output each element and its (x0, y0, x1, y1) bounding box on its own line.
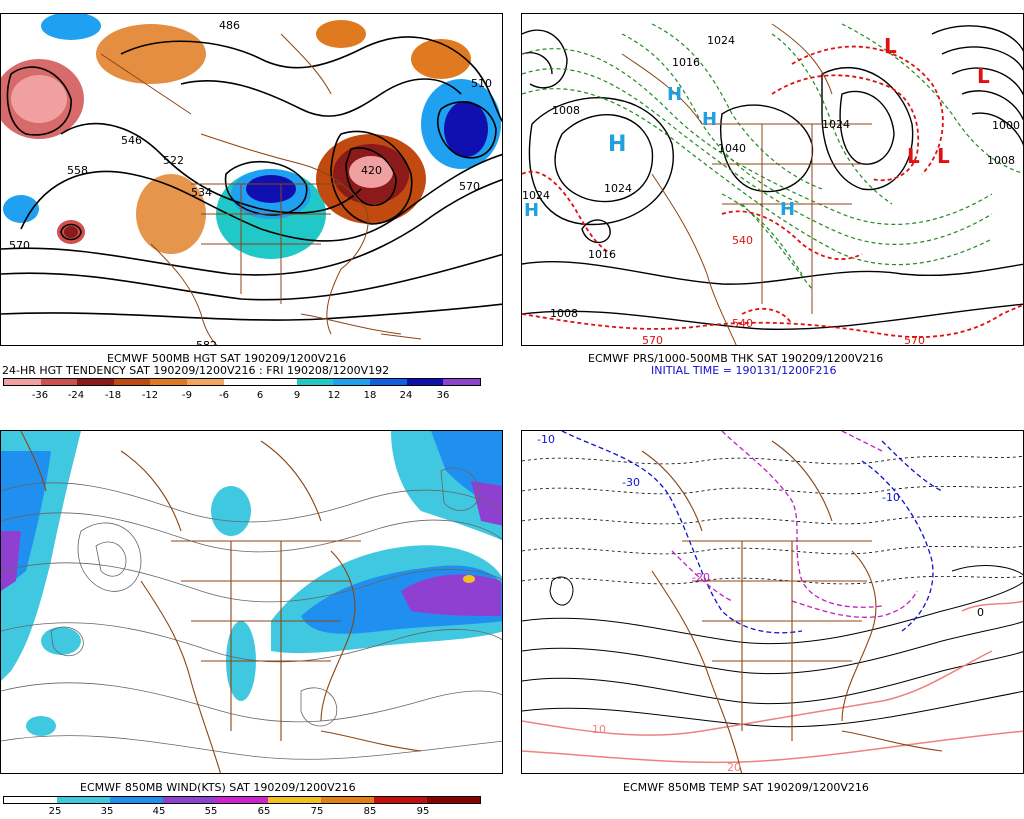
hgt-cbar-tick: 36 (436, 390, 450, 401)
temp-panel: -10 -20 -30 -10 0 10 20 (521, 430, 1024, 774)
prs-title: ECMWF PRS/1000-500MB THK SAT 190209/1200… (588, 352, 884, 365)
low-marker: L (937, 144, 950, 168)
hgt-label-486: 486 (219, 19, 240, 32)
high-marker: H (524, 200, 540, 221)
hgt-cbar-swatch (370, 379, 407, 385)
temp-label-minus20: -20 (692, 571, 710, 584)
hgt-cbar-tick: 6 (256, 390, 264, 401)
hgt-title: ECMWF 500MB HGT SAT 190209/1200V216 (107, 352, 347, 365)
hgt-cbar-tick: -9 (182, 390, 192, 401)
prs-label-1024d: 1024 (822, 118, 850, 131)
hgt-label-582: 582 (196, 339, 217, 346)
wind-cbar-swatch (321, 797, 375, 803)
prs-label-1024c: 1024 (707, 34, 735, 47)
thk-label-540b: 540 (732, 234, 753, 247)
hgt-map (1, 14, 502, 345)
hgt-subtitle: 24-HR HGT TENDENCY SAT 190209/1200V216 :… (2, 364, 390, 377)
wind-map (1, 431, 502, 773)
hgt-label-570: 570 (9, 239, 30, 252)
hgt-cbar-tick: -18 (104, 390, 122, 401)
wind-cbar-tick: 85 (363, 806, 377, 817)
high-marker: H (667, 84, 683, 105)
prs-label-1016b: 1016 (672, 56, 700, 69)
low-marker: L (884, 34, 897, 58)
wind-panel (0, 430, 503, 774)
hgt-cbar-swatch (113, 379, 151, 385)
hgt-cbar-swatch (260, 379, 297, 385)
wind-cbar-tick: 95 (416, 806, 430, 817)
high-marker: H (608, 132, 627, 157)
hgt-cbar-tick: 12 (327, 390, 341, 401)
wind-cbar-swatch (56, 797, 110, 803)
wind-cbar-tick: 55 (204, 806, 218, 817)
wind-cbar-tick: 25 (48, 806, 62, 817)
wind-cbar-swatch (215, 797, 269, 803)
wind-cbar-swatch (268, 797, 322, 803)
hgt-label-522: 522 (163, 154, 184, 167)
wind-colorbar (3, 796, 481, 804)
temp-label-minus10b: -10 (882, 491, 900, 504)
temp-title: ECMWF 850MB TEMP SAT 190209/1200V216 (623, 781, 869, 794)
temp-label-0: 0 (977, 606, 984, 619)
thk-label-570: 570 (642, 334, 663, 346)
temp-label-minus30: -30 (622, 476, 640, 489)
prs-map (522, 23, 1023, 345)
prs-label-1008b: 1008 (987, 154, 1015, 167)
prs-initial-time: INITIAL TIME = 190131/1200F216 (651, 364, 837, 377)
hgt-cbar-swatch (223, 379, 261, 385)
hgt-cbar-tick: 9 (293, 390, 301, 401)
wind-cbar-tick: 65 (257, 806, 271, 817)
hgt-cbar-swatch (406, 379, 444, 385)
high-marker: H (780, 199, 796, 220)
wind-cbar-tick: 75 (310, 806, 324, 817)
low-marker: L (907, 144, 920, 168)
prs-label-1040: 1040 (718, 142, 746, 155)
temp-label-10: 10 (592, 723, 606, 736)
hgt-colorbar (3, 378, 481, 386)
hgt-cbar-tick: -12 (141, 390, 159, 401)
wind-cbar-swatch (4, 797, 57, 803)
hgt-cbar-swatch (40, 379, 78, 385)
hgt-cbar-swatch (4, 379, 41, 385)
prs-label-1008: 1008 (550, 307, 578, 320)
wind-cbar-tick: 45 (152, 806, 166, 817)
hgt-cbar-swatch (187, 379, 224, 385)
hgt-label-546: 546 (121, 134, 142, 147)
hgt-cbar-tick: -6 (219, 390, 229, 401)
wind-cbar-swatch (374, 797, 428, 803)
wind-cbar-swatch (109, 797, 163, 803)
prs-label-1024: 1024 (604, 182, 632, 195)
wind-cbar-tick: 35 (100, 806, 114, 817)
hgt-label-510: 510 (471, 77, 492, 90)
temp-map (522, 431, 1023, 773)
hgt-cbar-swatch (296, 379, 334, 385)
thk-label-540: 540 (732, 317, 753, 330)
hgt-cbar-tick: 18 (363, 390, 377, 401)
hgt-cbar-swatch (150, 379, 188, 385)
hgt-label-570b: 570 (459, 180, 480, 193)
hgt-cbar-tick: -36 (31, 390, 49, 401)
low-marker: L (977, 64, 990, 88)
hgt-label-420: 420 (361, 164, 382, 177)
prs-label-1024b: 1024 (522, 189, 550, 202)
wind-cbar-swatch (427, 797, 481, 803)
hgt-cbar-swatch (333, 379, 371, 385)
wind-title: ECMWF 850MB WIND(KTS) SAT 190209/1200V21… (80, 781, 356, 794)
temp-label-20: 20 (727, 761, 741, 774)
temp-label-minus10: -10 (537, 433, 555, 446)
hgt-cbar-swatch (77, 379, 114, 385)
hgt-cbar-tick: 24 (399, 390, 413, 401)
hgt-cbar-swatch (443, 379, 480, 385)
prs-panel: 1024 1016 1008 1024 1040 1024 1016 1000 … (521, 13, 1024, 346)
thk-label-570b: 570 (904, 334, 925, 346)
prs-label-1008c: 1008 (552, 104, 580, 117)
wind-cbar-swatch (162, 797, 216, 803)
hgt-label-558: 558 (67, 164, 88, 177)
prs-label-1016: 1016 (588, 248, 616, 261)
high-marker: H (702, 109, 718, 130)
hgt-panel: 546 522 534 558 570 582 486 510 420 570 (0, 13, 503, 346)
prs-label-1000: 1000 (992, 119, 1020, 132)
hgt-cbar-tick: -24 (67, 390, 85, 401)
hgt-label-534: 534 (191, 186, 212, 199)
